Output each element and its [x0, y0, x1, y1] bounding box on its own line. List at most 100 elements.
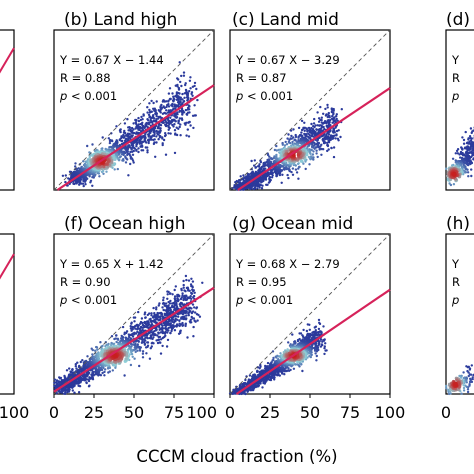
- panel-a: [0, 29, 15, 191]
- panel-c-point: [259, 183, 262, 186]
- panel-f-point: [193, 306, 196, 309]
- panel-f-point: [184, 290, 187, 293]
- panel-c-point: [304, 134, 307, 138]
- panel-b-point: [162, 138, 166, 142]
- panel-c-point: [303, 121, 306, 125]
- panel-c-point: [319, 105, 322, 109]
- panel-c-point: [278, 173, 282, 177]
- panel-c-point: [334, 137, 337, 140]
- panel-c-point: [267, 171, 270, 174]
- panel-f-point: [174, 285, 177, 288]
- panel-f-point: [140, 317, 144, 320]
- panel-b-point: [122, 136, 126, 139]
- panel-d-point: [455, 149, 459, 153]
- panel-c-point: [297, 162, 300, 165]
- panel-f-point: [177, 332, 181, 335]
- panel-f-x-tick-label: 0: [49, 403, 59, 422]
- panel-b-point: [121, 159, 124, 162]
- panel-c-r-value: R = 0.87: [236, 71, 287, 85]
- panel-f-point: [194, 311, 197, 314]
- panel-b-point: [131, 150, 134, 153]
- panel-d-point: [464, 130, 467, 134]
- panel-f-point: [150, 320, 153, 324]
- panel-f-point: [161, 302, 165, 305]
- panel-f-point: [184, 274, 188, 278]
- panel-b-point: [156, 133, 159, 136]
- panel-f-point: [161, 306, 164, 309]
- panel-b-point: [84, 183, 87, 186]
- panel-f-point: [71, 368, 74, 371]
- panel-d-point: [458, 153, 461, 156]
- panel-b-point: [149, 136, 152, 139]
- panel-c: (c) Land mid Y = 0.67 X − 3.29 R = 0.87 …: [229, 10, 391, 191]
- panel-f-point: [123, 374, 126, 377]
- panel-b-point: [155, 100, 158, 103]
- panel-f-point: [178, 319, 181, 322]
- panel-f-point: [175, 325, 178, 328]
- panel-b-point: [146, 149, 149, 152]
- panel-b-point: [91, 184, 94, 187]
- panel-b-point: [176, 111, 179, 114]
- panel-d-point: [452, 183, 456, 186]
- panel-c-point: [289, 141, 292, 145]
- panel-b-point: [82, 160, 85, 163]
- panel-c-point: [307, 136, 310, 139]
- panel-f-point: [168, 292, 172, 295]
- panel-f-point: [146, 341, 149, 344]
- panel-b-point: [167, 105, 171, 108]
- panel-b-point: [196, 98, 199, 102]
- panel-f-point: [190, 292, 193, 295]
- panel-f-point: [176, 312, 179, 316]
- panel-c-point: [312, 122, 316, 125]
- panel-b-point: [173, 123, 176, 126]
- panel-b-point: [167, 100, 170, 103]
- panel-b-point: [135, 119, 138, 122]
- panel-b-point: [72, 182, 75, 185]
- panel-b-point: [134, 127, 137, 130]
- panel-b-point: [177, 78, 180, 81]
- panel-f-point: [85, 381, 88, 384]
- panel-f-point: [191, 286, 194, 289]
- panel-f-point: [163, 324, 166, 327]
- panel-g-title: (g) Ocean mid: [232, 214, 353, 234]
- panel-c-point: [326, 144, 330, 148]
- panel-f-point: [173, 288, 176, 292]
- panel-f-point: [140, 341, 144, 344]
- panel-c-point: [296, 153, 301, 157]
- panel-f-point: [133, 320, 136, 323]
- panel-b-point: [186, 128, 189, 131]
- panel-c-point: [287, 133, 290, 136]
- panel-b-r-value: R = 0.88: [60, 71, 111, 85]
- panel-b-point: [81, 182, 85, 185]
- panel-b-point: [159, 106, 162, 110]
- panel-f-point: [154, 321, 157, 324]
- panel-c-point: [285, 161, 288, 165]
- panel-b-point: [105, 170, 108, 173]
- panel-b-point: [157, 130, 160, 133]
- panel-c-point: [330, 146, 333, 150]
- panel-e: 100: [0, 233, 29, 422]
- panel-f-point: [178, 322, 181, 325]
- panel-f-point: [152, 316, 155, 319]
- panel-b-point: [173, 105, 177, 108]
- panel-b-point: [147, 119, 150, 122]
- panel-f-point: [130, 329, 133, 332]
- panel-f-point: [182, 279, 185, 283]
- panel-f-point: [133, 357, 136, 360]
- panel-b-point: [165, 109, 168, 112]
- panel-c-point: [311, 153, 315, 156]
- panel-c-point: [326, 103, 329, 107]
- panel-f-point: [163, 314, 167, 317]
- panel-f: (f) Ocean high Y = 0.65 X + 1.42 R = 0.9…: [49, 214, 217, 422]
- panel-c-point: [303, 129, 306, 132]
- panel-b-point: [193, 104, 196, 107]
- panel-c-point: [313, 117, 316, 121]
- panel-b-point: [182, 71, 186, 74]
- panel-f-point: [140, 338, 144, 341]
- panel-b-point: [163, 100, 166, 103]
- panel-b-point: [161, 137, 164, 140]
- panel-b-point: [155, 115, 158, 118]
- panel-b-point: [86, 158, 90, 161]
- panel-b-frame: [53, 29, 215, 191]
- panel-b-point: [66, 184, 69, 187]
